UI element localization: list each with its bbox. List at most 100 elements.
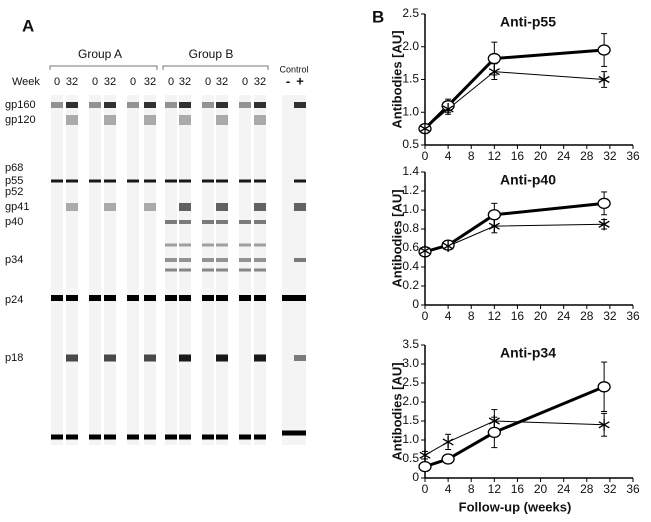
group-label: Group A [78, 47, 122, 61]
point [597, 197, 611, 210]
lane-week: 32 [254, 76, 266, 88]
y-axis-label: Antibodies [AU] [389, 189, 404, 287]
band [179, 102, 191, 108]
band [254, 268, 266, 272]
lane-week: 32 [104, 76, 116, 88]
point [441, 453, 455, 465]
protein-label: p52 [5, 186, 23, 198]
band [104, 102, 116, 108]
x-tick-label: 20 [534, 309, 548, 323]
band [282, 430, 294, 436]
point [597, 381, 611, 393]
lane-week: 0 [54, 76, 60, 88]
band [51, 295, 63, 301]
y-tick-label: 1.5 [402, 72, 419, 86]
band [216, 268, 228, 272]
x-tick-label: 12 [488, 149, 502, 163]
y-tick-label: 0.6 [402, 240, 419, 254]
band [216, 354, 228, 362]
band [144, 179, 156, 183]
band [165, 258, 177, 262]
y-tick-label: 1.0 [402, 432, 419, 446]
marker-stroke [598, 75, 610, 84]
band [66, 434, 78, 440]
band [294, 203, 306, 211]
band [239, 258, 251, 262]
band [294, 430, 306, 436]
x-tick-label: 0 [422, 482, 429, 496]
y-tick-label: 3.5 [402, 337, 419, 351]
y-tick-label: 1.0 [402, 202, 419, 216]
lane-week: 0 [130, 76, 136, 88]
y-tick-label: 2.0 [402, 39, 419, 53]
x-tick-label: 16 [511, 482, 525, 496]
band [254, 203, 266, 211]
band [239, 434, 251, 440]
group-bracket [49, 65, 269, 70]
x-tick-label: 8 [468, 149, 475, 163]
lane-week: 32 [216, 76, 228, 88]
protein-label: p34 [5, 254, 23, 266]
marker-stroke [488, 417, 500, 425]
point [598, 418, 610, 431]
band [254, 179, 266, 183]
band [239, 243, 251, 247]
lane-week: 32 [144, 76, 156, 88]
band [239, 102, 251, 108]
marker-stroke [442, 242, 454, 250]
lane [282, 95, 294, 445]
x-tick-label: 24 [557, 482, 571, 496]
chart-title: Anti-p55 [500, 14, 556, 30]
x-tick-label: 24 [557, 149, 571, 163]
band [216, 220, 228, 224]
band [144, 295, 156, 301]
week-label: Week [12, 76, 40, 88]
x-tick-label: 20 [534, 482, 548, 496]
lane-week: 0 [242, 76, 248, 88]
band [127, 295, 139, 301]
point [487, 52, 501, 65]
band [165, 179, 177, 183]
band [144, 434, 156, 440]
point [419, 244, 431, 257]
band [216, 102, 228, 108]
band [216, 258, 228, 262]
band [104, 295, 116, 301]
band [66, 179, 78, 183]
band [89, 102, 101, 108]
band [179, 258, 191, 262]
band [202, 268, 214, 272]
y-tick-label: 0.5 [402, 137, 419, 151]
x-tick-label: 28 [580, 482, 594, 496]
point [598, 73, 610, 86]
band [202, 258, 214, 262]
x-tick-label: 32 [603, 309, 617, 323]
band [254, 295, 266, 301]
y-tick-label: 3.0 [402, 356, 419, 370]
band [179, 203, 191, 211]
point [597, 44, 611, 56]
y-tick-label: 1.0 [402, 104, 419, 118]
band [216, 115, 228, 125]
band [89, 295, 101, 301]
band [165, 268, 177, 272]
x-tick-label: 36 [626, 309, 640, 323]
lane [89, 95, 101, 445]
band [104, 354, 116, 362]
point [419, 122, 431, 135]
band [294, 355, 306, 361]
band [104, 179, 116, 183]
band [165, 295, 177, 301]
series-line [424, 385, 605, 469]
control-label: Control [279, 64, 308, 74]
band [165, 220, 177, 224]
x-tick-label: 16 [511, 149, 525, 163]
marker-stroke [442, 105, 454, 113]
band [144, 115, 156, 125]
x-tick-label: 28 [580, 149, 594, 163]
band [239, 179, 251, 183]
point [488, 415, 500, 427]
band [66, 203, 78, 211]
x-tick-label: 8 [468, 309, 475, 323]
